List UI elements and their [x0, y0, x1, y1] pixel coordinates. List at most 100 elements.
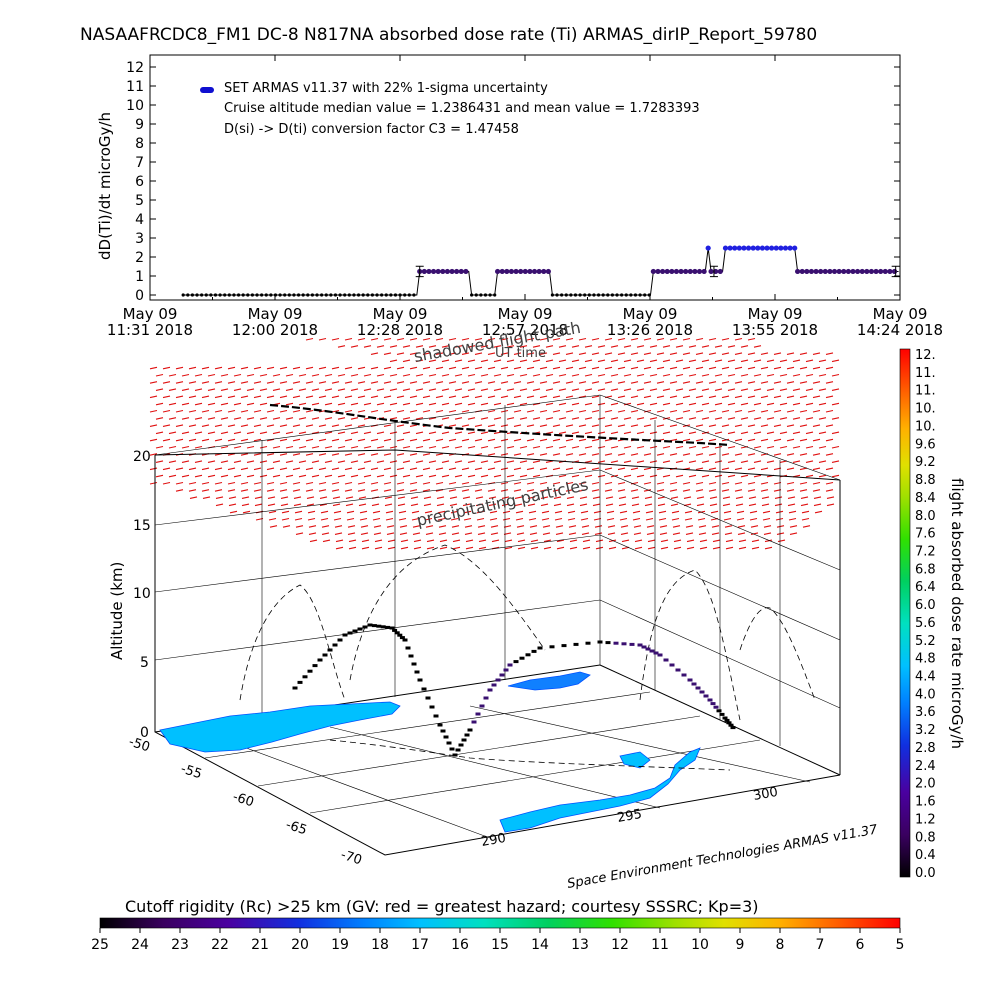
- particle-mark: [292, 395, 301, 399]
- particle-mark: [714, 359, 723, 363]
- dose-point: [750, 245, 756, 251]
- particle-mark: [175, 424, 184, 427]
- particle-mark: [383, 409, 392, 413]
- particle-mark: [279, 366, 288, 370]
- landmass-north: [507, 671, 591, 691]
- particle-mark: [422, 467, 431, 471]
- particle-mark: [490, 532, 499, 535]
- particle-mark: [259, 402, 268, 406]
- particle-mark: [285, 417, 294, 420]
- particle-mark: [675, 402, 684, 406]
- particle-mark: [688, 402, 697, 406]
- particle-mark: [411, 510, 420, 514]
- particle-mark: [649, 388, 658, 391]
- particle-mark: [415, 402, 424, 406]
- particle-mark: [448, 352, 457, 355]
- particle-mark: [227, 489, 236, 492]
- particle-mark: [318, 481, 327, 485]
- particle-mark: [514, 503, 523, 507]
- rigidity-tick-label: 13: [571, 937, 589, 953]
- x-tick-date: May 09: [248, 305, 303, 323]
- particle-mark: [515, 517, 524, 521]
- particle-mark: [461, 481, 470, 485]
- particle-mark: [500, 467, 509, 471]
- particle-mark: [409, 453, 418, 456]
- particle-mark: [506, 460, 515, 463]
- particle-mark: [812, 438, 821, 442]
- particle-mark: [370, 453, 379, 456]
- particle-mark: [337, 431, 346, 435]
- particle-mark: [617, 481, 626, 485]
- rigidity-tick-label: 20: [291, 937, 309, 953]
- particle-mark: [582, 539, 591, 543]
- particle-mark: [734, 467, 743, 471]
- particle-mark: [786, 395, 795, 399]
- particle-mark: [488, 496, 497, 499]
- dose-point: [836, 268, 842, 275]
- particle-mark: [812, 481, 821, 485]
- trajectory-point: [483, 696, 489, 700]
- particle-mark: [688, 373, 697, 377]
- particle-mark: [422, 481, 431, 485]
- particle-mark: [370, 337, 379, 341]
- particle-mark: [734, 481, 743, 485]
- particle-mark: [526, 481, 535, 485]
- rigidity-colorbar-ticks: 25 24 23 22 21 20 19 18 17 16 15 14 13 12 11 10 9 8 7 6 5: [91, 928, 904, 953]
- dose-point: [483, 293, 488, 297]
- particle-mark: [727, 345, 736, 348]
- particle-mark: [240, 381, 249, 384]
- particle-mark: [669, 489, 678, 492]
- particle-mark: [506, 402, 515, 406]
- particle-mark: [487, 489, 496, 492]
- particle-mark: [467, 474, 476, 478]
- particle-mark: [464, 532, 473, 535]
- particle-mark: [545, 402, 554, 406]
- trajectory-point: [691, 682, 697, 686]
- trajectory-point: [464, 733, 470, 737]
- particle-mark: [320, 510, 329, 514]
- rigidity-tick-label: 21: [251, 937, 269, 953]
- particle-mark: [220, 417, 229, 420]
- box-frame: [154, 449, 841, 856]
- dose-point: [827, 268, 833, 275]
- particle-mark: [155, 474, 164, 478]
- dose-point: [638, 293, 642, 297]
- particle-mark: [714, 474, 723, 478]
- particle-mark: [474, 424, 483, 427]
- particle-mark: [760, 409, 769, 413]
- particle-mark: [773, 409, 782, 413]
- particle-mark: [708, 467, 717, 471]
- rigidity-tick-label: 17: [411, 937, 429, 953]
- dose-point: [678, 268, 684, 275]
- particle-mark: [539, 489, 548, 492]
- particle-mark: [649, 402, 658, 406]
- particle-mark: [591, 337, 600, 341]
- dose-point: [454, 268, 460, 275]
- particle-mark: [662, 388, 671, 391]
- particle-mark: [281, 517, 290, 521]
- particle-mark: [708, 395, 717, 399]
- particle-mark: [696, 496, 705, 499]
- flight-trajectory: [292, 623, 736, 757]
- altitude-ticks: 0 5 10 15 20: [133, 449, 151, 741]
- particle-mark: [266, 453, 275, 456]
- particle-mark: [410, 503, 419, 507]
- particle-mark: [409, 366, 418, 370]
- particle-mark: [441, 373, 450, 377]
- trajectory-point: [297, 680, 303, 684]
- particle-mark: [647, 546, 656, 550]
- particle-mark: [415, 373, 424, 377]
- dose-point: [366, 293, 370, 297]
- particle-mark: [396, 438, 405, 442]
- particle-mark: [448, 481, 457, 485]
- particle-mark: [500, 395, 509, 399]
- particle-mark: [734, 352, 743, 355]
- particle-mark: [578, 337, 587, 341]
- particle-mark: [701, 359, 710, 363]
- y-tick-label: 8: [135, 136, 144, 152]
- particle-mark: [753, 388, 762, 391]
- particle-mark: [422, 381, 431, 384]
- particle-mark: [682, 337, 691, 341]
- latitude-ticks: -50 -55 -60 -65 -70: [127, 735, 364, 869]
